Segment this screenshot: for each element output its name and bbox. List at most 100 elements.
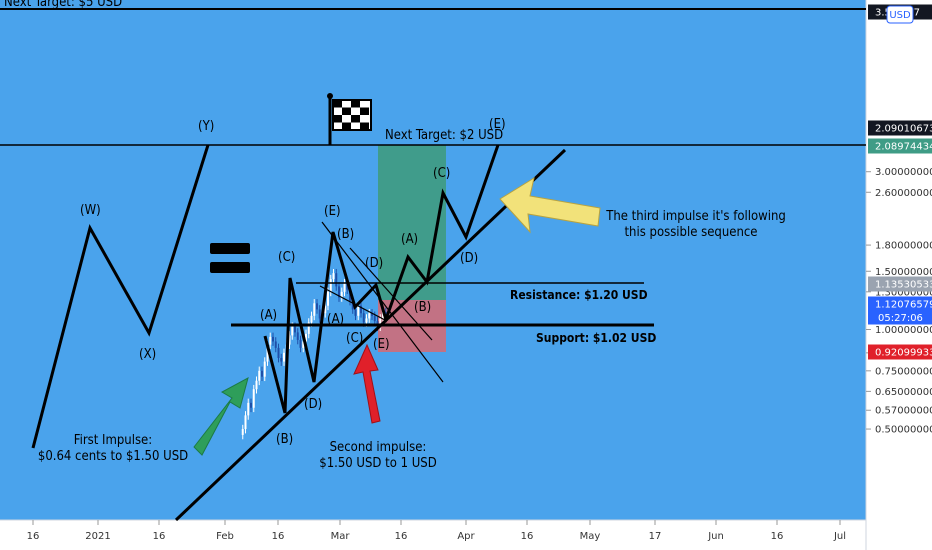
candle-body — [365, 318, 368, 323]
wave-label-d2: (D) — [365, 256, 383, 271]
red-arrow — [353, 343, 381, 424]
candle-body — [354, 309, 357, 316]
price-tag-blue — [868, 296, 932, 325]
candle-body — [357, 305, 360, 316]
candle-body — [291, 326, 294, 336]
wave-label-c2: (C) — [346, 331, 363, 346]
price-tick-label: 0.50000000 — [875, 425, 932, 436]
wxy-wave-path — [31, 144, 210, 449]
candle-body — [316, 303, 318, 310]
wave-label-d3: (D) — [460, 251, 478, 266]
time-tick-label: 17 — [649, 531, 662, 542]
price-tick-label: 0.65000000 — [875, 387, 932, 398]
time-tick-label: 16 — [521, 531, 534, 542]
currency-badge[interactable]: USD — [886, 5, 914, 24]
first-impulse-line-2: $0.64 cents to $1.50 USD — [38, 449, 188, 464]
candle-body — [307, 322, 310, 334]
price-tag-countdown: 05:27:06 — [878, 313, 923, 324]
finish-flag-icon — [327, 93, 372, 145]
abcde-wave-path — [263, 231, 388, 414]
candle-body — [327, 291, 329, 306]
wave-label-b1: (B) — [276, 432, 293, 447]
candle-body — [338, 286, 340, 298]
chart-title: Next Target: $5 USD — [4, 0, 122, 10]
candle-body — [305, 333, 307, 342]
price-tick-label: 3.00000000 — [875, 167, 932, 178]
third-impulse-line-1: The third impulse it's following — [605, 209, 786, 224]
candle-body — [261, 370, 263, 377]
candle-body — [272, 336, 274, 342]
rising-trendline — [174, 148, 567, 522]
candle-body — [382, 311, 384, 319]
wave-label-y: (Y) — [198, 119, 214, 134]
candle-body — [313, 303, 316, 316]
time-tick-label: Jun — [707, 531, 724, 542]
candle-body — [299, 339, 302, 348]
price-tag-label: 1.12076579 — [875, 300, 932, 311]
candle-body — [266, 344, 269, 362]
candle-body — [244, 415, 247, 430]
wave-label-c3: (C) — [433, 166, 450, 181]
wave-label-d1: (D) — [304, 397, 322, 412]
wave-label-e2: (E) — [373, 337, 390, 352]
third-impulse-line-2: this possible sequence — [624, 225, 757, 240]
candle-body — [373, 315, 376, 322]
wave-label-w: (W) — [80, 203, 101, 218]
candle-body — [241, 429, 244, 435]
first-impulse-line-1: First Impulse: — [74, 433, 152, 448]
candle-body — [318, 309, 321, 319]
price-tag-grey — [868, 276, 932, 292]
price-tick-label: 1.80000000 — [875, 241, 932, 252]
candle-body — [274, 341, 277, 348]
candle-body — [294, 326, 296, 333]
time-tick-label: 16 — [771, 531, 784, 542]
candle-body — [310, 315, 313, 323]
wave-label-b3: (B) — [414, 300, 431, 315]
candle-body — [343, 283, 346, 292]
green-arrow — [193, 377, 249, 456]
next-target-2-label: Next Target: $2 USD — [385, 128, 503, 143]
candle-body — [360, 305, 362, 314]
price-tag-label: 2.09010673 — [875, 124, 932, 135]
time-tick-label: 2021 — [85, 531, 110, 542]
candle-body — [362, 313, 365, 323]
candle-body — [296, 332, 299, 340]
candle-body — [371, 313, 373, 316]
price-tag-red — [868, 344, 932, 360]
time-tick-label: Apr — [457, 531, 475, 542]
equals-sign-top — [210, 243, 250, 254]
wave-label-c1: (C) — [278, 250, 295, 265]
candle-body — [277, 347, 280, 359]
wave-label-e3: (E) — [489, 117, 506, 132]
projection-path — [383, 144, 500, 323]
time-tick-label: 16 — [272, 531, 285, 542]
time-axis-ticks: 16 2021 16 Feb 16 Mar 16 Apr 16 May 17 Jun 16 Jul — [27, 520, 846, 542]
price-tick-label: 0.75000000 — [875, 366, 932, 377]
candle-body — [288, 335, 291, 345]
price-tick-label: 0.57000000 — [875, 406, 932, 417]
price-tag-green — [868, 138, 932, 154]
equals-sign-bottom — [210, 262, 250, 273]
candle-body — [302, 341, 305, 348]
time-tick-label: 16 — [395, 531, 408, 542]
resistance-label: Resistance: $1.20 USD — [510, 288, 648, 302]
wave-label-a2: (A) — [327, 312, 344, 327]
candle-body — [283, 352, 285, 362]
time-tick-label: May — [580, 531, 601, 542]
time-tick-label: Feb — [216, 531, 234, 542]
wave-label-x: (X) — [139, 347, 156, 362]
price-tag-label: 1.13530533 — [875, 280, 932, 291]
candle-body — [379, 318, 382, 327]
candle-body — [332, 273, 335, 280]
candle-body — [247, 402, 250, 416]
candle-body — [351, 300, 354, 310]
yellow-arrow — [499, 176, 601, 234]
candle-body — [346, 283, 349, 290]
wedge-channel-1 — [321, 221, 444, 383]
second-impulse-line-2: $1.50 USD to 1 USD — [319, 456, 437, 471]
wave-label-b2: (B) — [337, 227, 354, 242]
candle-body — [340, 291, 343, 298]
wave-label-e1: (E) — [324, 204, 341, 219]
